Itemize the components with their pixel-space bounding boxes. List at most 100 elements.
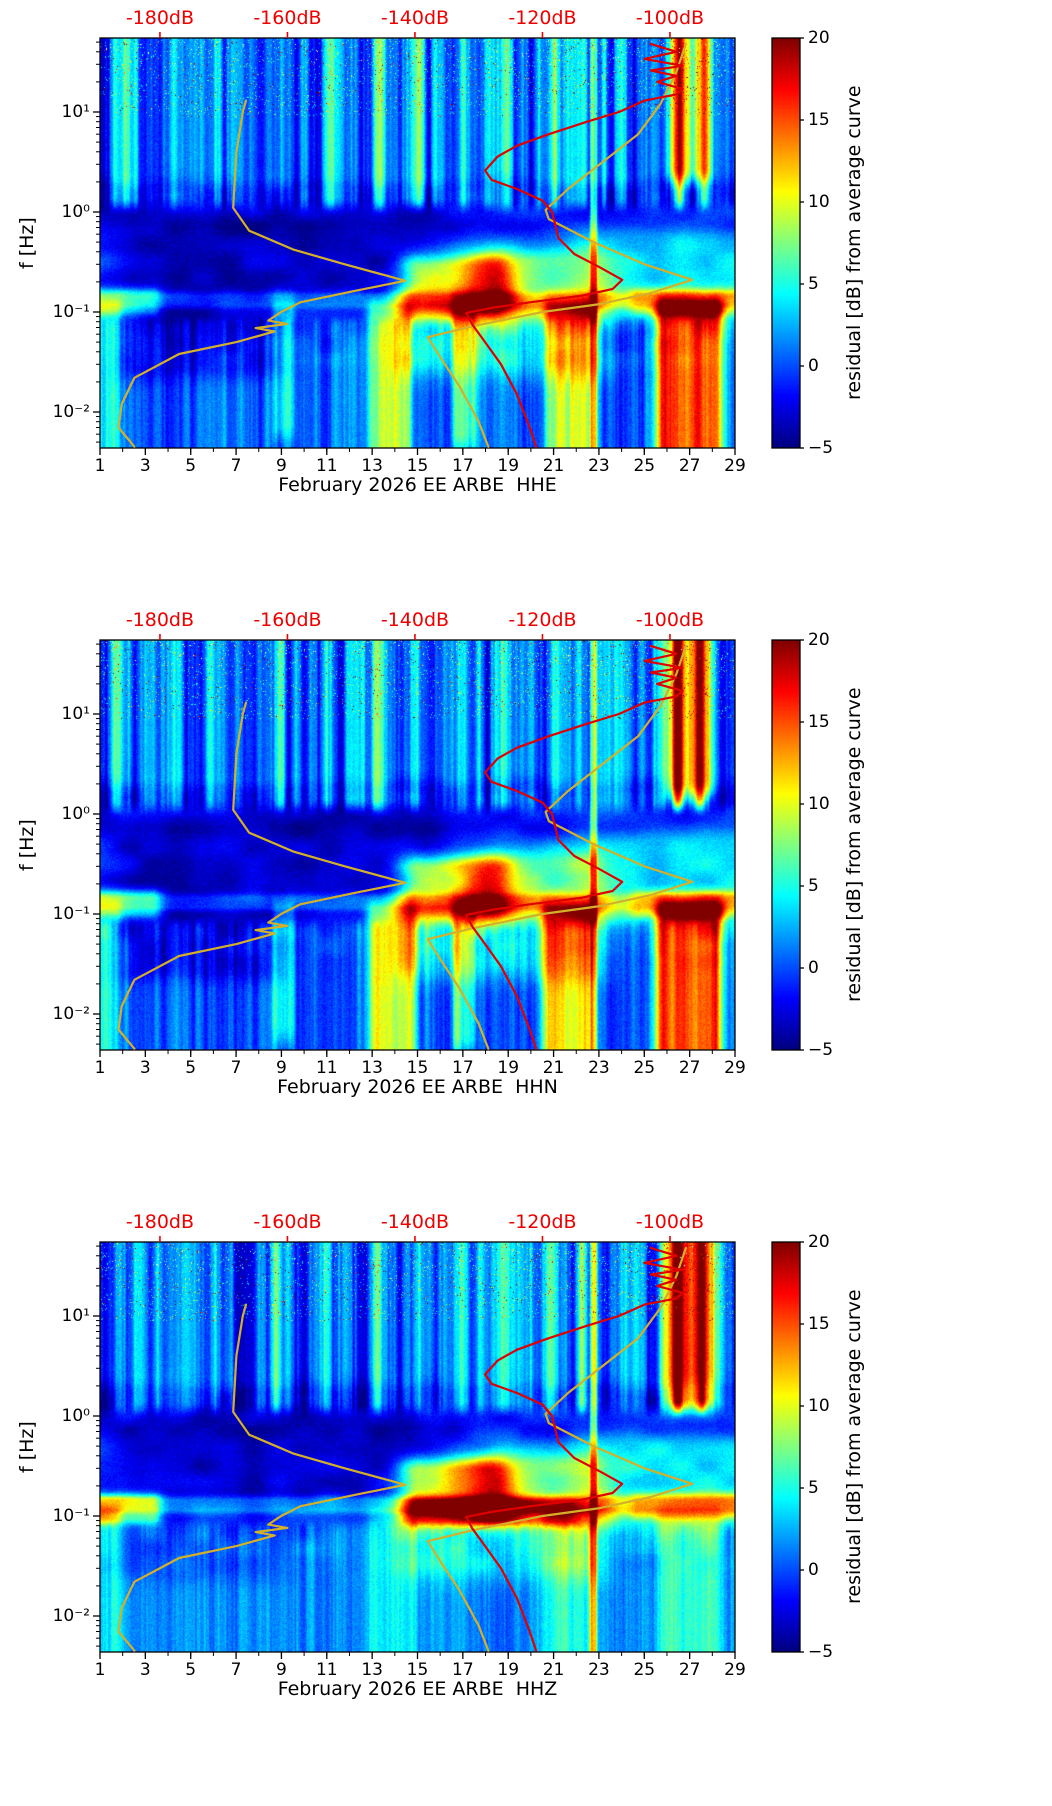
top-db-tick-label: -140dB [380,1211,450,1233]
top-db-tick-label: -120dB [508,7,577,29]
x-tick-label: 27 [678,456,701,476]
x-tick-label: 15 [406,1660,429,1680]
panel-hhe: f [Hz] residual [dB] from average curve … [0,0,1052,602]
x-tick-label: 21 [542,1660,565,1680]
colorbar-tick-label: 0 [808,356,819,376]
x-tick-label: 25 [633,1660,656,1680]
colorbar-tick-label: 15 [808,1314,830,1334]
panel-hhz: f [Hz] residual [dB] from average curve … [0,1204,1052,1806]
y-tick-label: 10⁻² [52,1004,90,1024]
top-db-tick-label: -100dB [635,609,705,631]
x-tick-label: 17 [452,456,474,476]
y-axis-label: f [Hz] [16,1421,38,1473]
x-tick-label: 17 [452,1058,474,1078]
x-tick-label: 5 [185,456,197,476]
colorbar-tick-label: 20 [808,630,830,650]
x-tick-label: 27 [678,1058,701,1078]
top-db-tick-label: -100dB [635,7,705,29]
x-tick-label: 27 [678,1660,701,1680]
colorbar-gradient-hhz [772,1242,800,1652]
spectrogram-heatmap-hhn [100,640,735,1050]
x-tick-label: 9 [276,456,287,476]
colorbar-tick-label: 0 [808,958,819,978]
y-tick-label: 10⁻¹ [52,302,90,322]
x-tick-label: 25 [633,456,656,476]
top-db-tick-label: -180dB [125,1211,195,1233]
top-db-tick-label: -120dB [508,609,577,631]
x-tick-label: 11 [315,456,338,476]
colorbar-tick-label: 10 [808,1396,830,1416]
colorbar-gradient-hhe [772,38,800,448]
y-axis-label: f [Hz] [16,217,38,269]
y-tick-label: 10⁻² [52,1606,90,1626]
x-tick-label: 13 [361,456,383,476]
x-tick-label: 7 [230,1660,242,1680]
y-tick-label: 10⁰ [61,1406,90,1426]
y-tick-label: 10¹ [61,704,90,724]
colorbar-tick-label: 20 [808,28,830,48]
y-tick-label: 10⁻¹ [52,904,90,924]
y-tick-label: 10¹ [61,1306,90,1326]
colorbar-label: residual [dB] from average curve [843,687,865,1003]
colorbar-tick-label: 5 [808,274,819,294]
x-tick-label: 21 [542,1058,565,1078]
x-tick-label: 29 [724,456,746,476]
x-tick-label: 9 [276,1660,287,1680]
top-db-tick-label: -140dB [380,609,450,631]
colorbar-tick-label: 10 [808,192,830,212]
x-tick-label: 13 [361,1660,383,1680]
y-tick-label: 10⁻¹ [52,1506,90,1526]
x-tick-label: 23 [588,1660,610,1680]
x-tick-label: 3 [139,1058,151,1078]
y-axis-label: f [Hz] [16,819,38,871]
x-axis-title-hhn: February 2026 EE ARBE HHN [277,1076,558,1098]
x-axis-title-hhz: February 2026 EE ARBE HHZ [277,1678,558,1700]
colorbar-tick-label: 5 [808,1478,819,1498]
x-tick-label: 5 [185,1058,197,1078]
y-tick-label: 10¹ [61,102,90,122]
colorbar-label: residual [dB] from average curve [843,1289,865,1605]
colorbar-tick-label: 20 [808,1232,830,1252]
colorbar-gradient-hhn [772,640,800,1050]
top-db-tick-label: -160dB [253,609,322,631]
x-tick-label: 3 [139,456,151,476]
x-tick-label: 13 [361,1058,383,1078]
colorbar-tick-label: 10 [808,794,830,814]
x-tick-label: 19 [497,456,520,476]
x-tick-label: 11 [315,1058,338,1078]
x-tick-label: 3 [139,1660,151,1680]
x-axis-title-hhe: February 2026 EE ARBE HHE [278,474,557,496]
x-tick-label: 19 [497,1058,520,1078]
x-tick-label: 15 [406,456,429,476]
top-db-tick-label: -140dB [380,7,450,29]
x-tick-label: 25 [633,1058,656,1078]
spectrogram-heatmap-hhe [100,38,735,448]
panel-hhn: f [Hz] residual [dB] from average curve … [0,602,1052,1204]
colorbar-tick-label: −5 [808,438,834,458]
colorbar-tick-label: 15 [808,712,830,732]
x-tick-label: 1 [94,1660,106,1680]
top-db-tick-label: -180dB [125,609,195,631]
y-tick-label: 10⁰ [61,804,90,824]
colorbar-tick-label: −5 [808,1040,834,1060]
x-tick-label: 11 [315,1660,338,1680]
colorbar-tick-label: 0 [808,1560,819,1580]
x-tick-label: 17 [452,1660,474,1680]
colorbar-tick-label: 5 [808,876,819,896]
x-tick-label: 21 [542,456,565,476]
x-tick-label: 1 [94,1058,106,1078]
x-tick-label: 29 [724,1660,746,1680]
colorbar-label: residual [dB] from average curve [843,85,865,401]
y-tick-label: 10⁰ [61,202,90,222]
top-db-tick-label: -100dB [635,1211,705,1233]
colorbar-tick-label: −5 [808,1642,834,1662]
x-tick-label: 9 [276,1058,287,1078]
colorbar-tick-label: 15 [808,110,830,130]
x-tick-label: 5 [185,1660,197,1680]
top-db-tick-label: -160dB [253,1211,322,1233]
spectrogram-heatmap-hhz [100,1242,735,1652]
x-tick-label: 23 [588,456,610,476]
top-db-tick-label: -160dB [253,7,322,29]
x-tick-label: 7 [230,456,242,476]
